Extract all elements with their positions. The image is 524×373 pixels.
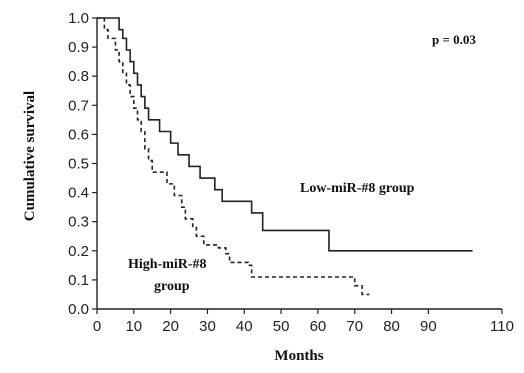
x-tick-label: 40 (236, 318, 253, 335)
low-group-curve (97, 17, 473, 252)
y-tick-label: 0.8 (68, 68, 89, 85)
x-tick-label: 60 (310, 318, 327, 335)
y-tick-label: 1.0 (68, 10, 89, 27)
x-tick-label: 20 (162, 318, 179, 335)
y-tick-label: 0.2 (68, 243, 89, 260)
y-tick-label: 0.6 (68, 126, 89, 143)
x-tick-label: 110 (490, 318, 514, 335)
p-value-annotation: p = 0.03 (432, 32, 476, 47)
y-tick-label: 0.4 (68, 185, 89, 202)
label-layer: p = 0.03 Low-miR-#8 group High-miR-#8 gr… (22, 32, 476, 364)
y-tick-label: 0.7 (68, 97, 89, 114)
x-tick-label: 0 (93, 318, 101, 335)
x-tick-label: 50 (273, 318, 290, 335)
x-tick-label: 10 (125, 318, 142, 335)
high-group-label-line2: group (154, 279, 190, 294)
y-tick-label: 0.9 (68, 39, 89, 56)
y-tick-label: 0.5 (68, 156, 89, 173)
x-tick-label: 30 (199, 318, 216, 335)
axes-layer: 0 10 20 30 40 50 60 70 80 90 110 0.0 0.1 0.2 0.3 0.4 0.5… (68, 10, 514, 335)
low-group-label: Low-miR-#8 group (300, 181, 415, 196)
high-group-label-line1: High-miR-#8 (128, 257, 207, 272)
x-axis-title: Months (274, 348, 323, 364)
x-tick-label: 90 (420, 318, 437, 335)
y-tick-label: 0.3 (68, 214, 89, 231)
y-tick-label: 0.1 (68, 272, 89, 289)
x-tick-label: 70 (346, 318, 363, 335)
y-tick-label: 0.0 (68, 301, 89, 318)
x-tick-label: 80 (383, 318, 400, 335)
series-layer (97, 17, 473, 296)
y-axis-title: Cumulative survival (22, 91, 38, 221)
high-group-curve (97, 17, 370, 296)
